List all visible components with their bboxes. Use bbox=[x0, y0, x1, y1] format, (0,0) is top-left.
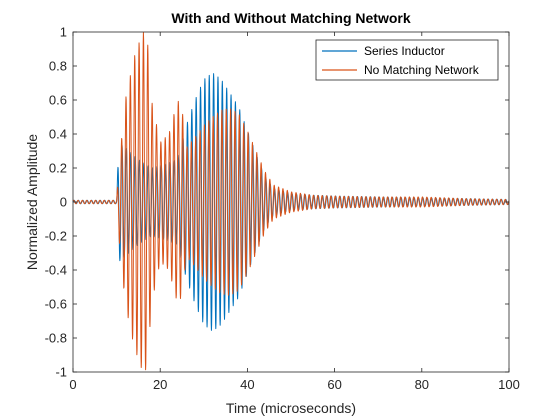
y-tick-label: 0 bbox=[60, 195, 67, 210]
legend: Series Inductor No Matching Network bbox=[315, 39, 499, 81]
y-tick-label: -0.2 bbox=[45, 229, 67, 244]
x-axis-label: Time (microseconds) bbox=[226, 400, 356, 416]
x-tick-label: 20 bbox=[153, 377, 167, 392]
legend-label-no-matching-network: No Matching Network bbox=[364, 63, 480, 77]
x-tick-label: 0 bbox=[69, 377, 76, 392]
y-axis-label: Normalized Amplitude bbox=[24, 134, 40, 270]
y-tick-label: 0.4 bbox=[49, 127, 67, 142]
x-axis-ticks: 0 20 40 60 80 100 bbox=[69, 32, 520, 392]
y-axis-ticks: -1 -0.8 -0.6 -0.4 -0.2 0 0.2 0.4 0.6 0.8 1 bbox=[45, 25, 509, 380]
x-tick-label: 100 bbox=[498, 377, 520, 392]
y-tick-label: -1 bbox=[55, 365, 67, 380]
y-tick-label: 0.2 bbox=[49, 161, 67, 176]
y-tick-label: -0.4 bbox=[45, 263, 67, 278]
legend-label-series-inductor: Series Inductor bbox=[364, 44, 445, 58]
y-tick-label: 0.6 bbox=[49, 93, 67, 108]
chart-title: With and Without Matching Network bbox=[171, 10, 410, 26]
series-line-no-matching-network bbox=[72, 32, 510, 371]
series-layer bbox=[72, 32, 510, 371]
x-tick-label: 60 bbox=[327, 377, 341, 392]
y-tick-label: -0.8 bbox=[45, 331, 67, 346]
legend-box bbox=[315, 39, 499, 81]
y-tick-label: 0.8 bbox=[49, 59, 67, 74]
x-tick-label: 80 bbox=[415, 377, 429, 392]
x-tick-label: 40 bbox=[240, 377, 254, 392]
y-tick-label: -0.6 bbox=[45, 297, 67, 312]
y-tick-label: 1 bbox=[60, 25, 67, 40]
